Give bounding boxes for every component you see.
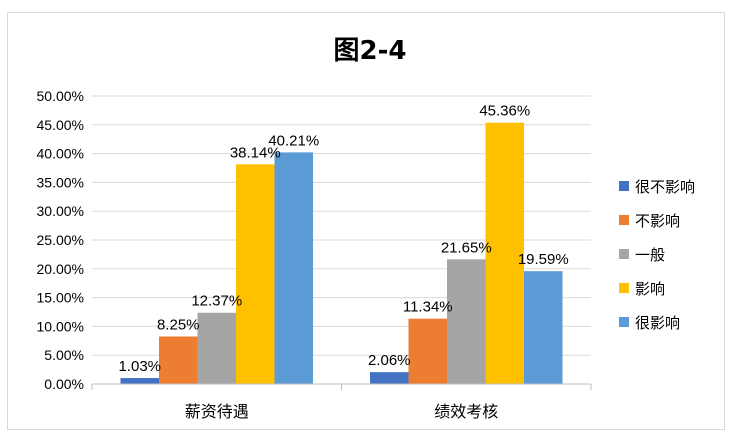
legend-swatch bbox=[619, 317, 629, 327]
legend-swatch bbox=[619, 283, 629, 293]
data-label: 12.37% bbox=[191, 293, 242, 310]
data-label: 8.25% bbox=[157, 316, 200, 333]
bar bbox=[370, 372, 409, 384]
legend-label: 一般 bbox=[635, 246, 665, 264]
legend-label: 很影响 bbox=[635, 314, 680, 332]
data-label: 2.06% bbox=[368, 352, 411, 369]
category-labels: 薪资待遇 绩效考核 bbox=[185, 402, 499, 421]
data-label: 1.03% bbox=[118, 358, 161, 375]
y-tick-label: 40.00% bbox=[37, 146, 84, 162]
y-tick-label: 45.00% bbox=[37, 117, 84, 133]
y-tick-label: 50.00% bbox=[37, 88, 84, 104]
y-tick-label: 10.00% bbox=[37, 318, 84, 334]
y-tick-label: 35.00% bbox=[37, 174, 84, 190]
legend-label: 很不影响 bbox=[635, 178, 695, 196]
x-axis bbox=[91, 383, 592, 390]
data-labels: 1.03% 8.25% 12.37% 38.14%40.21% 2.06% 11.34% 2… bbox=[118, 103, 568, 375]
legend-label: 不影响 bbox=[635, 212, 680, 230]
y-tick-label: 15.00% bbox=[37, 290, 84, 306]
category-label: 绩效考核 bbox=[434, 402, 498, 421]
bar bbox=[485, 122, 524, 384]
bar bbox=[274, 152, 313, 384]
y-tick-label: 20.00% bbox=[37, 261, 84, 277]
bar bbox=[447, 259, 486, 384]
y-axis-ticks: 0.00% 5.00% 10.00% 15.00% 20.00% 25.00% 30.00%… bbox=[37, 88, 84, 392]
category-label: 薪资待遇 bbox=[185, 402, 249, 421]
bar bbox=[524, 271, 563, 384]
bars bbox=[120, 122, 563, 384]
data-label: 40.21% bbox=[268, 132, 319, 149]
y-tick-label: 25.00% bbox=[37, 232, 84, 248]
data-label: 19.59% bbox=[518, 251, 569, 268]
chart-area: 图2-4 0.00% 5.00% 10.00% 15.00% 20.00% 25.00% 3… bbox=[7, 12, 725, 430]
legend-swatch bbox=[619, 215, 629, 225]
data-label: 38.14% bbox=[230, 144, 281, 161]
data-label: 21.65% bbox=[441, 239, 492, 256]
bar-chart: 图2-4 0.00% 5.00% 10.00% 15.00% 20.00% 25.00% 3… bbox=[37, 36, 696, 421]
legend-swatch bbox=[619, 249, 629, 259]
data-label: 45.36% bbox=[479, 103, 530, 120]
chart-title: 图2-4 bbox=[334, 36, 407, 66]
gridlines bbox=[92, 95, 591, 356]
y-tick-label: 5.00% bbox=[44, 347, 84, 363]
bar bbox=[236, 164, 275, 384]
bar bbox=[120, 378, 159, 384]
bar bbox=[197, 312, 236, 384]
legend-label: 影响 bbox=[635, 280, 665, 298]
y-tick-label: 0.00% bbox=[44, 376, 84, 392]
legend-swatch bbox=[619, 181, 629, 191]
data-label: 11.34% bbox=[403, 299, 453, 316]
y-tick-label: 30.00% bbox=[37, 203, 84, 219]
bar bbox=[408, 318, 447, 384]
bar bbox=[159, 336, 198, 384]
